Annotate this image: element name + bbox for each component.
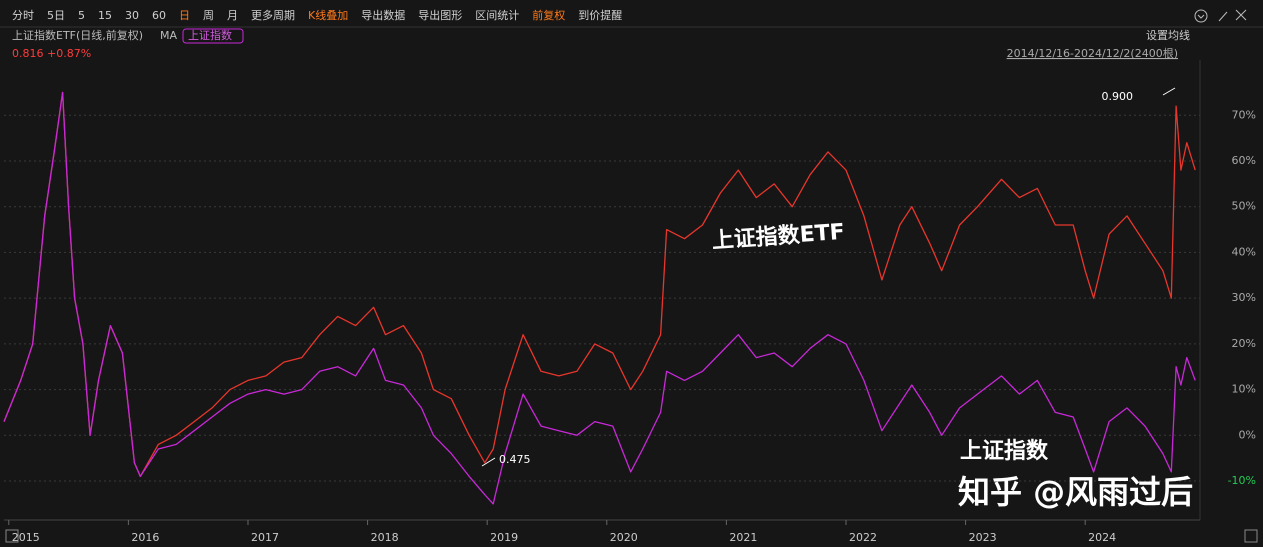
ma-setting[interactable]: 设置均线 (1146, 28, 1190, 42)
overlay-label[interactable]: 上证指数 (188, 28, 232, 42)
quote: 0.816 +0.87% (12, 47, 91, 60)
toolbar-item[interactable]: 分时 (12, 9, 34, 22)
toolbar-item[interactable]: 更多周期 (251, 8, 295, 22)
y-tick-label: 20% (1232, 337, 1256, 350)
y-tick-label: 10% (1232, 383, 1256, 396)
toolbar-item[interactable]: 15 (98, 9, 112, 22)
x-tick-label: 2021 (729, 531, 757, 544)
y-tick-label: 0% (1239, 428, 1256, 441)
date-range[interactable]: 2014/12/16-2024/12/2(2400根) (1007, 46, 1178, 60)
y-tick-label: 40% (1232, 245, 1256, 258)
annotation-arrow (481, 457, 496, 467)
toolbar: 分时 5日 5 15 30 60 日周月更多周期 K线叠加 导出数据 导出图形 区间统计 前复权 到价提… (12, 8, 622, 22)
toolbar-item[interactable]: 5 (78, 9, 85, 22)
x-tick-label: 2016 (131, 531, 159, 544)
x-tick-label: 2018 (371, 531, 399, 544)
toolbar-icons (1194, 9, 1247, 23)
y-tick-label: 60% (1232, 154, 1256, 167)
ma-label[interactable]: MA (160, 29, 177, 42)
toolbar-item[interactable]: K线叠加 (308, 8, 348, 22)
scroll-right[interactable] (1244, 529, 1258, 543)
toolbar-item[interactable]: 到价提醒 (578, 9, 622, 22)
y-tick-label: 50% (1232, 200, 1256, 213)
x-tick-label: 2017 (251, 531, 279, 544)
toolbar-item[interactable]: 前复权 (532, 8, 565, 22)
y-tick-label: -10% (1228, 474, 1256, 487)
toolbar-item[interactable]: 60 (152, 9, 166, 22)
toolbar-item[interactable]: 导出数据 (361, 8, 405, 22)
y-tick-label: 70% (1232, 108, 1256, 121)
x-tick-label: 2022 (849, 531, 877, 544)
plot: 70% 60% 50% 40% 30% 20% 10% 0% -10% 2015 2016 2017 2… (3, 87, 1256, 544)
toolbar-item[interactable]: 导出图形 (418, 8, 462, 22)
series-line (3, 91, 1196, 505)
annotation: 0.475 (499, 453, 531, 466)
overlay-pill[interactable] (182, 28, 244, 44)
x-tick-label: 2015 (12, 531, 40, 544)
x-tick-label: 2020 (610, 531, 638, 544)
series-name: 上证指数ETF(日线,前复权) (12, 28, 143, 42)
toolbar-item[interactable]: 30 (125, 9, 139, 22)
y-tick-label: 30% (1232, 291, 1256, 304)
toolbar-item[interactable]: 5日 (47, 9, 65, 22)
x-tick-label: 2024 (1088, 531, 1116, 544)
scroll-left[interactable] (5, 529, 19, 543)
watermark: 知乎 @风雨过后 (958, 473, 1193, 511)
x-tick-label: 2023 (969, 531, 997, 544)
toolbar-item[interactable]: 日 (179, 9, 190, 22)
annotation-arrow (1162, 87, 1176, 96)
series-callout: 上证指数 (960, 438, 1049, 464)
annotation: 0.900 (1102, 90, 1134, 103)
toolbar-item[interactable]: 区间统计 (475, 9, 519, 22)
toolbar-item[interactable]: 周 (203, 9, 214, 22)
toolbar-item[interactable]: 月 (227, 9, 238, 22)
x-tick-label: 2019 (490, 531, 518, 544)
